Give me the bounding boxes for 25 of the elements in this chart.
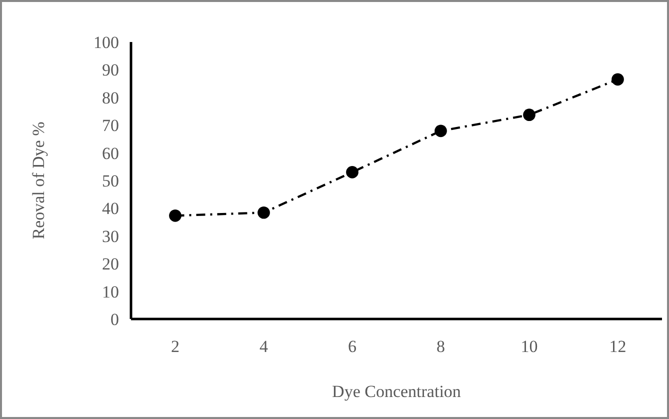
y-axis-title: Reoval of Dye % bbox=[29, 122, 48, 240]
x-tick-label: 2 bbox=[171, 337, 180, 356]
x-tick-label: 6 bbox=[348, 337, 356, 356]
y-tick-label: 100 bbox=[94, 32, 119, 52]
y-tick-label: 20 bbox=[102, 254, 119, 274]
y-tick-label: 50 bbox=[102, 171, 119, 190]
y-tick-label: 60 bbox=[102, 144, 119, 163]
x-tick-label: 4 bbox=[260, 337, 268, 356]
y-tick-label: 30 bbox=[102, 226, 119, 246]
point bbox=[523, 108, 536, 122]
x-tick-label: 8 bbox=[436, 337, 445, 356]
point bbox=[258, 206, 270, 219]
point bbox=[434, 124, 447, 138]
y-tick-label: 70 bbox=[102, 116, 119, 136]
x-axis-title: Dye Concentration bbox=[332, 382, 462, 401]
y-tick-label: 10 bbox=[102, 282, 119, 302]
point bbox=[169, 210, 182, 222]
y-tick-label: 90 bbox=[102, 60, 119, 80]
y-tick-label: 80 bbox=[102, 88, 119, 108]
y-tick-label: 0 bbox=[110, 310, 119, 329]
point bbox=[612, 73, 624, 86]
x-tick-label: 10 bbox=[520, 337, 538, 356]
y-tick-label: 40 bbox=[102, 199, 119, 218]
point bbox=[346, 166, 358, 178]
x-tick-label: 12 bbox=[609, 337, 626, 356]
